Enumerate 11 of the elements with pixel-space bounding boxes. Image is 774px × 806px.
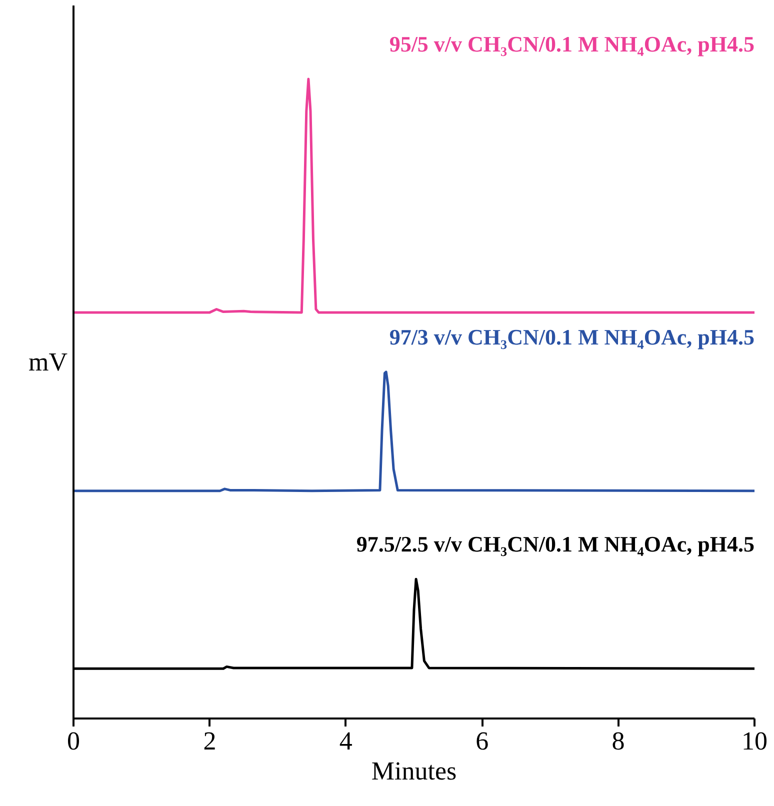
x-tick-label: 2: [203, 726, 216, 756]
text: 95/5 v/v CH₃CN/0.1 M NH₄OAc, pH4.5: [389, 32, 755, 57]
x-axis-title: Minutes: [371, 756, 457, 786]
x-tick-label: 8: [612, 726, 625, 756]
y-axis-title: mV: [28, 348, 68, 376]
x-tick-label: 10: [742, 726, 768, 756]
series-label: 97/3 v/v CH₃CN/0.1 M NH₄OAc, pH4.5: [389, 324, 755, 350]
text: 97.5/2.5 v/v CH₃CN/0.1 M NH₄OAc, pH4.5: [356, 532, 755, 557]
x-tick-label: 6: [476, 726, 489, 756]
x-tick-label: 4: [339, 726, 352, 756]
x-tick-label: 0: [67, 726, 80, 756]
